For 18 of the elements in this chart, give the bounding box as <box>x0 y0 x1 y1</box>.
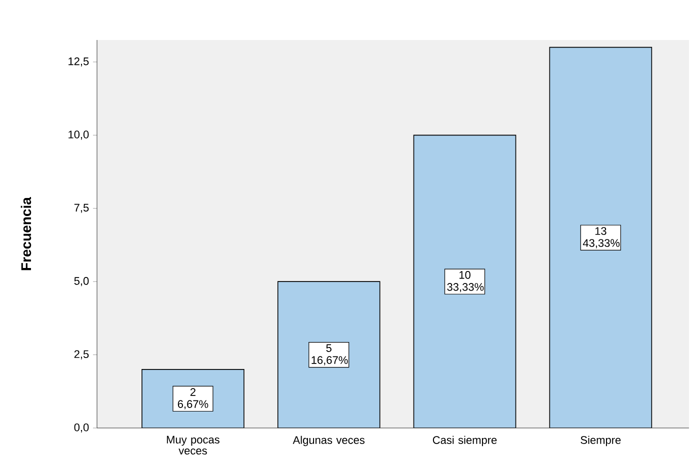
bar <box>549 46 652 428</box>
data-label: 5 16,67% <box>312 344 348 366</box>
y-tick-label: 7,5 <box>74 204 89 213</box>
x-tick-label: Siempre <box>580 436 621 446</box>
x-tick-label: Algunas veces <box>292 436 365 446</box>
x-tick-label: Muy pocas veces <box>166 436 220 455</box>
y-tick-label: 2,5 <box>74 350 89 360</box>
y-tick-label: 12,5 <box>68 57 89 66</box>
bar <box>413 134 516 428</box>
y-tick-label: 5,0 <box>74 277 89 286</box>
y-tick-label: 10,0 <box>68 130 89 140</box>
data-label: 13 43,33% <box>582 227 620 248</box>
data-label: 2 6,67% <box>178 388 208 410</box>
bar <box>277 281 380 428</box>
x-tick-label: Casi siempre <box>432 436 497 446</box>
y-axis-title: Frecuencia <box>20 196 32 270</box>
data-label: 10 33,33% <box>447 271 484 292</box>
y-tick-label: 0,0 <box>74 423 89 433</box>
